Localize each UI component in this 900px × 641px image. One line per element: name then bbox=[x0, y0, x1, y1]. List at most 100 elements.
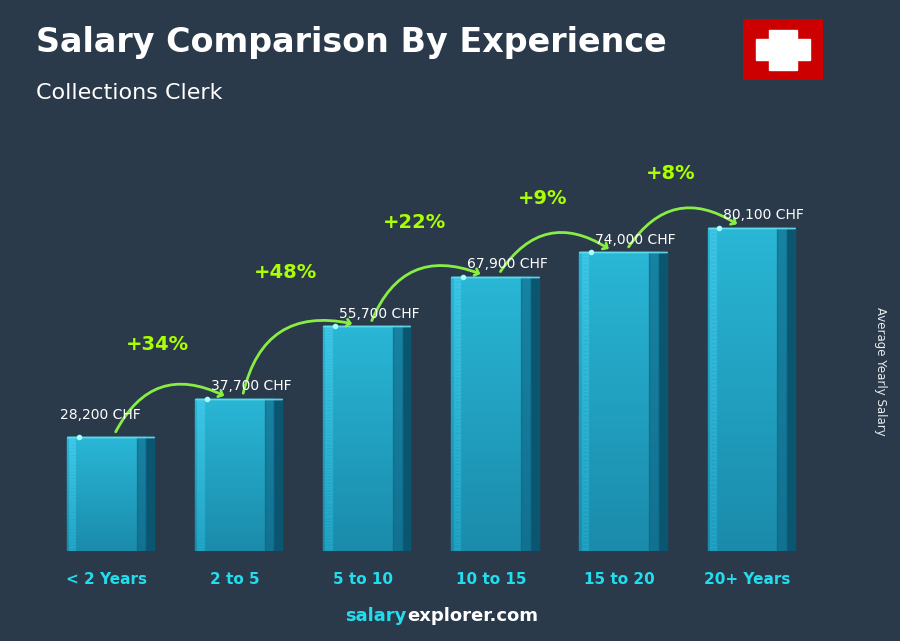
Bar bbox=[69, 493, 76, 494]
Bar bbox=[710, 401, 716, 406]
Bar bbox=[580, 547, 659, 551]
Bar bbox=[707, 320, 787, 325]
Bar bbox=[710, 487, 716, 490]
Bar bbox=[454, 541, 460, 544]
Bar bbox=[326, 385, 332, 388]
Bar bbox=[195, 456, 274, 458]
Bar bbox=[69, 526, 76, 527]
Bar bbox=[69, 521, 76, 523]
Bar bbox=[710, 308, 716, 313]
Bar bbox=[69, 494, 76, 495]
Bar bbox=[323, 422, 402, 424]
Bar bbox=[67, 447, 146, 449]
Bar bbox=[451, 294, 531, 297]
Bar bbox=[195, 445, 274, 447]
Bar bbox=[326, 484, 332, 487]
Bar bbox=[710, 483, 716, 487]
Bar bbox=[581, 499, 588, 503]
Bar bbox=[710, 511, 716, 515]
Bar bbox=[197, 506, 203, 508]
Bar bbox=[581, 338, 588, 342]
Bar bbox=[67, 462, 146, 463]
Bar bbox=[197, 467, 203, 469]
Bar bbox=[323, 419, 402, 422]
Bar bbox=[69, 527, 76, 528]
Bar bbox=[197, 458, 203, 460]
Bar bbox=[326, 492, 332, 495]
Bar bbox=[581, 323, 588, 327]
Text: explorer.com: explorer.com bbox=[407, 607, 538, 625]
Bar bbox=[323, 470, 402, 472]
Bar bbox=[580, 387, 659, 390]
Bar bbox=[581, 294, 588, 297]
Bar bbox=[454, 290, 460, 294]
Bar bbox=[197, 416, 203, 418]
Bar bbox=[69, 454, 76, 456]
Bar bbox=[451, 544, 531, 548]
Bar bbox=[195, 530, 274, 532]
Bar bbox=[326, 329, 332, 332]
Bar bbox=[323, 531, 402, 535]
Bar bbox=[197, 435, 203, 437]
Bar bbox=[707, 353, 787, 357]
Bar bbox=[454, 376, 460, 379]
Bar bbox=[67, 450, 146, 451]
Bar bbox=[580, 484, 659, 488]
Bar bbox=[581, 540, 588, 544]
Bar bbox=[69, 459, 76, 460]
Bar bbox=[67, 460, 146, 462]
Bar bbox=[69, 520, 76, 521]
Bar bbox=[69, 463, 76, 464]
Bar bbox=[323, 402, 402, 405]
Bar bbox=[69, 483, 76, 485]
Bar bbox=[323, 388, 402, 391]
Bar bbox=[323, 326, 402, 329]
Bar bbox=[67, 493, 146, 494]
Bar bbox=[451, 363, 531, 366]
Bar bbox=[710, 422, 716, 426]
Bar bbox=[195, 534, 274, 536]
Bar bbox=[67, 474, 146, 476]
Bar bbox=[580, 409, 659, 413]
Bar bbox=[707, 458, 787, 462]
Bar bbox=[326, 444, 332, 447]
Bar bbox=[454, 318, 460, 321]
Bar bbox=[69, 438, 76, 440]
Bar bbox=[581, 547, 588, 551]
Bar bbox=[195, 524, 274, 526]
Bar bbox=[67, 483, 146, 485]
Bar bbox=[454, 472, 460, 476]
Bar bbox=[451, 455, 531, 459]
Bar bbox=[710, 543, 716, 547]
Bar bbox=[197, 500, 203, 502]
Bar bbox=[326, 464, 332, 467]
Bar bbox=[69, 497, 76, 499]
Bar bbox=[67, 476, 146, 477]
Bar bbox=[581, 435, 588, 439]
Bar bbox=[67, 515, 146, 517]
Bar bbox=[67, 467, 146, 469]
Bar bbox=[707, 252, 787, 256]
Bar bbox=[454, 459, 460, 462]
Bar bbox=[710, 454, 716, 458]
Bar bbox=[195, 469, 274, 471]
Bar bbox=[707, 280, 787, 284]
Bar bbox=[195, 416, 274, 418]
Bar bbox=[707, 385, 787, 390]
Bar bbox=[451, 407, 531, 411]
Bar bbox=[197, 517, 203, 519]
Bar bbox=[326, 340, 332, 343]
Bar bbox=[69, 530, 76, 531]
Bar bbox=[195, 500, 274, 502]
Bar bbox=[197, 401, 203, 403]
Bar bbox=[451, 513, 531, 517]
Bar bbox=[581, 361, 588, 364]
Bar bbox=[197, 463, 203, 465]
Bar bbox=[323, 540, 402, 543]
Bar bbox=[69, 515, 76, 517]
Bar bbox=[67, 488, 146, 490]
Bar bbox=[451, 332, 531, 335]
Bar bbox=[195, 462, 274, 463]
Bar bbox=[67, 500, 146, 501]
Bar bbox=[195, 498, 274, 500]
